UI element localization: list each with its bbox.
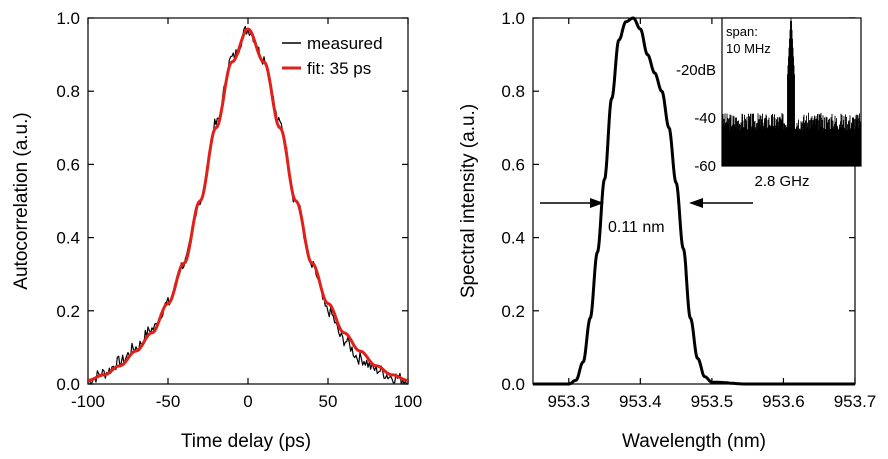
inset-span-label: span: — [726, 24, 758, 39]
inset-ytick: -60 — [694, 158, 716, 175]
left-ylabel: Autocorrelation (a.u.) — [11, 112, 32, 289]
legend-fit-label: fit: 35 ps — [307, 59, 371, 78]
left-series-line-0 — [87, 25, 408, 385]
autocorrelation-panel: -100 -50 0 50 100 0.0 0.2 0.4 0.6 0.8 1.0 measured… — [11, 9, 422, 452]
right-ylabel: Spectral intensity (a.u.) — [458, 104, 479, 298]
legend: measured fit: 35 ps — [282, 34, 383, 78]
inset-span-value: 10 MHz — [726, 41, 771, 56]
right-ytick-label: 0.8 — [501, 82, 525, 101]
left-xtick-label: -100 — [71, 392, 105, 411]
left-ytick-label: 0.6 — [56, 155, 80, 174]
fwhm-left-arrowhead — [590, 198, 604, 208]
left-ytick-label: 1.0 — [56, 9, 80, 28]
fwhm-label: 0.11 nm — [608, 219, 665, 236]
right-ytick-label: 0.2 — [501, 302, 525, 321]
right-xtick-label: 953.4 — [619, 392, 662, 411]
left-xtick-label: 50 — [319, 392, 338, 411]
inset-ytick: -40 — [694, 110, 716, 127]
left-ytick-label: 0.8 — [56, 82, 80, 101]
left-ytick-label: 0.4 — [56, 229, 80, 248]
left-series — [87, 25, 409, 385]
legend-measured-label: measured — [307, 34, 383, 53]
fwhm-right-arrowhead — [689, 198, 703, 208]
right-plot-frame — [532, 17, 856, 385]
inset-ytick: -20dB — [676, 62, 716, 79]
left-xlabel: Time delay (ps) — [181, 431, 311, 452]
left-ticks: -100 -50 0 50 100 0.0 0.2 0.4 0.6 0.8 1.0 — [56, 9, 422, 411]
right-series-line-0 — [533, 16, 855, 386]
left-ytick-label: 0.0 — [56, 375, 80, 394]
right-ytick-label: 0.4 — [501, 229, 525, 248]
fwhm-annotation: 0.11 nm — [540, 198, 753, 236]
left-xtick-label: -50 — [156, 392, 181, 411]
left-xtick-label: 100 — [394, 392, 422, 411]
right-ticks: 953.3 953.4 953.5 953.6 953.7 0.0 0.2 0.4 0.6 0.8… — [501, 9, 876, 411]
right-xlabel: Wavelength (nm) — [622, 431, 766, 452]
left-series-line-1 — [87, 27, 409, 382]
right-ytick-label: 1.0 — [501, 9, 525, 28]
left-ytick-label: 0.2 — [56, 302, 80, 321]
right-xtick-label: 953.6 — [762, 392, 805, 411]
right-ytick-label: 0.6 — [501, 155, 525, 174]
right-ytick-label: 0.0 — [501, 375, 525, 394]
rf-spectrum-inset: span: 10 MHz -20dB -40 -60 2.8 GHz — [676, 17, 862, 190]
inset-xlabel: 2.8 GHz — [754, 173, 809, 190]
right-xtick-label: 953.7 — [834, 392, 877, 411]
spectrum-panel: 953.3 953.4 953.5 953.6 953.7 0.0 0.2 0.4 0.6 0.8… — [458, 9, 876, 452]
left-xtick-label: 0 — [243, 392, 252, 411]
inset-frame — [721, 17, 862, 167]
right-series — [533, 16, 855, 386]
right-xtick-label: 953.3 — [548, 392, 591, 411]
right-xtick-label: 953.5 — [691, 392, 734, 411]
